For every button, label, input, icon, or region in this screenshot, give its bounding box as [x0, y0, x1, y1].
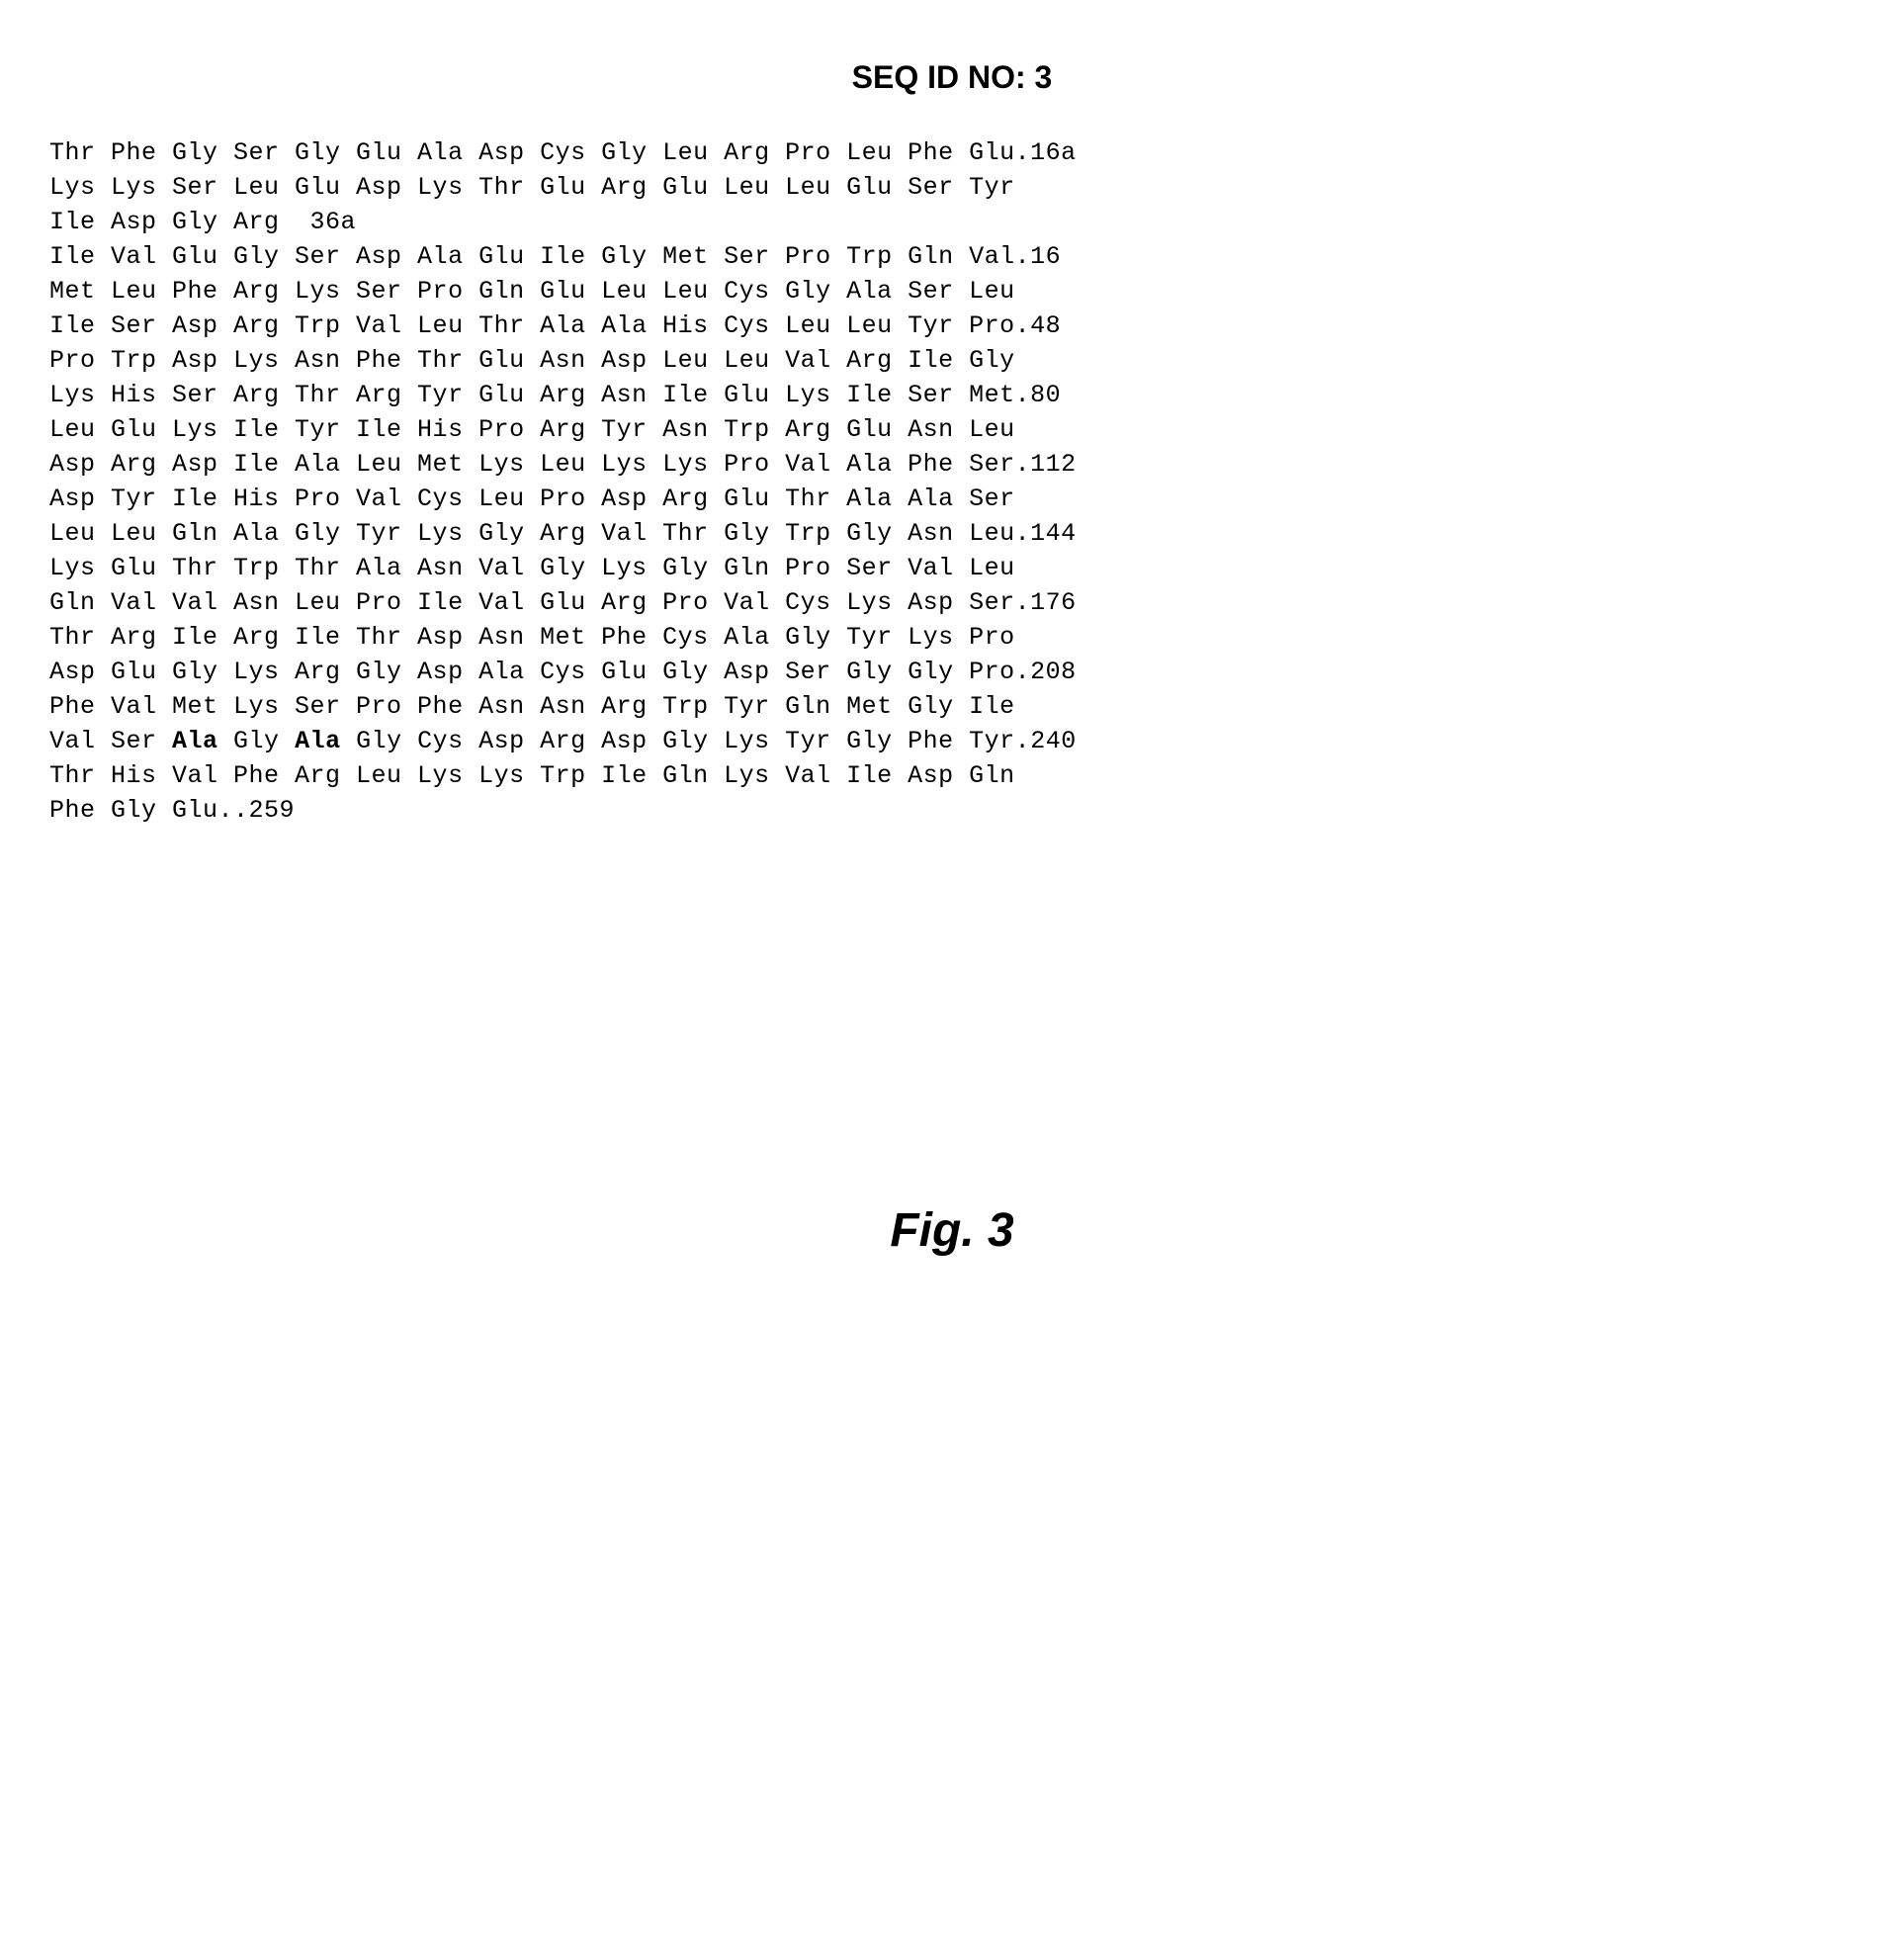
sequence-block: Thr Phe Gly Ser Gly Glu Ala Asp Cys Gly …	[49, 135, 1855, 828]
seq-line: Lys Glu Thr Trp Thr Ala Asn Val Gly Lys …	[49, 554, 1015, 582]
seq-line: Lys Lys Ser Leu Glu Asp Lys Thr Glu Arg …	[49, 173, 1015, 202]
seq-line: Met Leu Phe Arg Lys Ser Pro Gln Glu Leu …	[49, 277, 1015, 306]
seq-bold: Ala	[172, 727, 218, 755]
seq-line: Ile Val Glu Gly Ser Asp Ala Glu Ile Gly …	[49, 242, 1061, 271]
seq-line: Phe Val Met Lys Ser Pro Phe Asn Asn Arg …	[49, 692, 1015, 721]
seq-bold: Ala	[295, 727, 341, 755]
seq-line: Leu Leu Gln Ala Gly Tyr Lys Gly Arg Val …	[49, 519, 1077, 548]
seq-line: Pro Trp Asp Lys Asn Phe Thr Glu Asn Asp …	[49, 346, 1015, 375]
seq-line: Asp Arg Asp Ile Ala Leu Met Lys Leu Lys …	[49, 450, 1077, 479]
seq-line: Thr Arg Ile Arg Ile Thr Asp Asn Met Phe …	[49, 623, 1015, 652]
sequence-title: SEQ ID NO: 3	[49, 59, 1855, 96]
seq-line: Thr Phe Gly Ser Gly Glu Ala Asp Cys Gly …	[49, 138, 1077, 167]
seq-line: Ile Asp Gly Arg 36a	[49, 208, 356, 236]
seq-line: Thr His Val Phe Arg Leu Lys Lys Trp Ile …	[49, 761, 1015, 790]
seq-line-240: Val Ser Ala Gly Ala Gly Cys Asp Arg Asp …	[49, 727, 1077, 755]
seq-line: Phe Gly Glu..259	[49, 796, 295, 825]
figure-label: Fig. 3	[49, 1203, 1855, 1258]
seq-line: Lys His Ser Arg Thr Arg Tyr Glu Arg Asn …	[49, 381, 1061, 409]
seq-line: Ile Ser Asp Arg Trp Val Leu Thr Ala Ala …	[49, 311, 1061, 340]
seq-suffix: Gly Cys Asp Arg Asp Gly Lys Tyr Gly Phe …	[341, 727, 1077, 755]
seq-mid: Gly	[218, 727, 296, 755]
seq-line: Gln Val Val Asn Leu Pro Ile Val Glu Arg …	[49, 588, 1077, 617]
seq-line: Asp Glu Gly Lys Arg Gly Asp Ala Cys Glu …	[49, 658, 1077, 686]
seq-line: Asp Tyr Ile His Pro Val Cys Leu Pro Asp …	[49, 485, 1015, 513]
seq-line: Leu Glu Lys Ile Tyr Ile His Pro Arg Tyr …	[49, 415, 1015, 444]
seq-prefix: Val Ser	[49, 727, 172, 755]
